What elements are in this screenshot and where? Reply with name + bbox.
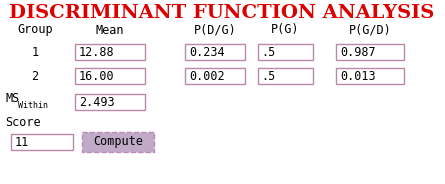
- Text: Compute: Compute: [93, 135, 143, 148]
- FancyBboxPatch shape: [75, 68, 145, 84]
- FancyBboxPatch shape: [11, 134, 73, 150]
- Text: P(G/D): P(G/D): [348, 24, 391, 36]
- Text: 2: 2: [32, 70, 39, 82]
- Text: Score: Score: [5, 116, 40, 128]
- FancyBboxPatch shape: [258, 68, 312, 84]
- Text: 0.002: 0.002: [189, 70, 225, 82]
- FancyBboxPatch shape: [336, 68, 404, 84]
- Text: 11: 11: [15, 135, 29, 148]
- FancyBboxPatch shape: [75, 44, 145, 60]
- Text: Within: Within: [18, 102, 48, 111]
- Text: P(G): P(G): [271, 24, 299, 36]
- Text: 16.00: 16.00: [79, 70, 115, 82]
- Text: 12.88: 12.88: [79, 45, 115, 59]
- Text: P(D/G): P(D/G): [194, 24, 236, 36]
- Text: 1: 1: [32, 45, 39, 59]
- Text: 2.493: 2.493: [79, 95, 115, 109]
- FancyBboxPatch shape: [336, 44, 404, 60]
- FancyBboxPatch shape: [185, 68, 245, 84]
- Text: .5: .5: [262, 45, 276, 59]
- FancyBboxPatch shape: [258, 44, 312, 60]
- Text: 0.234: 0.234: [189, 45, 225, 59]
- Text: Mean: Mean: [96, 24, 124, 36]
- Text: .5: .5: [262, 70, 276, 82]
- Text: 0.987: 0.987: [340, 45, 376, 59]
- Text: 0.013: 0.013: [340, 70, 376, 82]
- FancyBboxPatch shape: [82, 132, 154, 152]
- FancyBboxPatch shape: [75, 94, 145, 110]
- Text: DISCRIMINANT FUNCTION ANALYSIS: DISCRIMINANT FUNCTION ANALYSIS: [9, 4, 435, 22]
- Text: MS: MS: [5, 93, 19, 105]
- FancyBboxPatch shape: [185, 44, 245, 60]
- Text: Group: Group: [17, 24, 53, 36]
